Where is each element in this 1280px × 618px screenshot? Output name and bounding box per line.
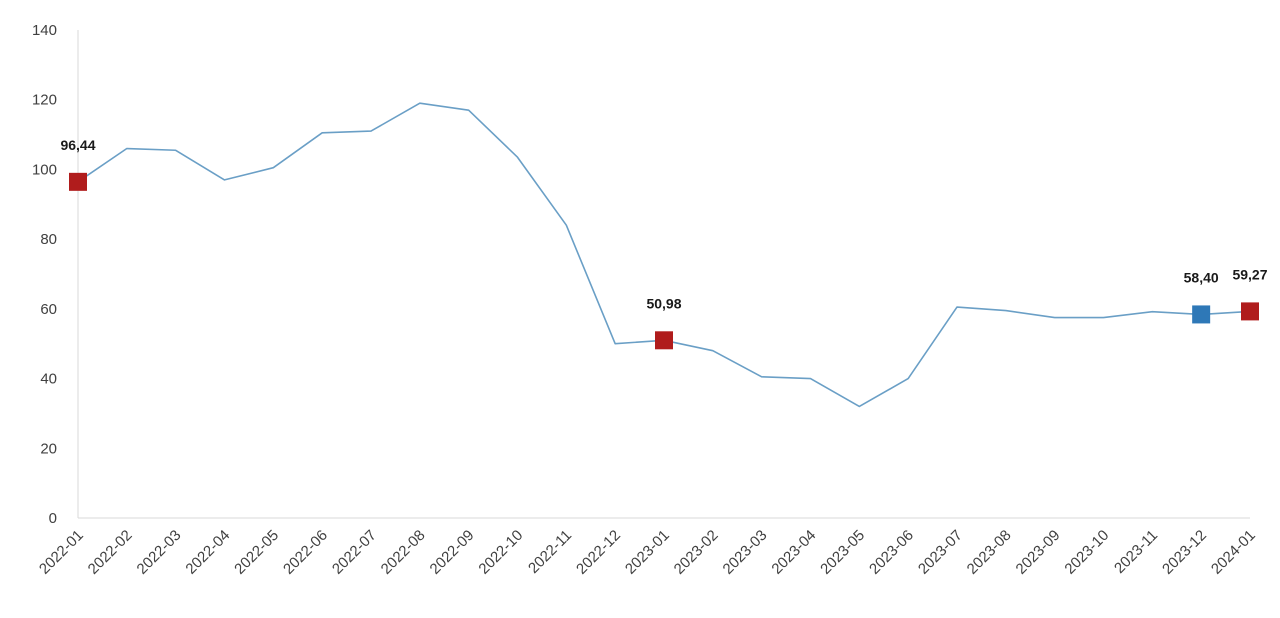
x-tick-label: 2023-09 xyxy=(1013,527,1064,578)
x-tick-label: 2023-04 xyxy=(768,527,819,578)
data-label: 58,40 xyxy=(1184,269,1219,285)
y-tick-label: 20 xyxy=(40,440,57,457)
x-tick-label: 2022-07 xyxy=(329,527,380,578)
x-tick-label: 2024-01 xyxy=(1208,527,1259,578)
y-tick-label: 120 xyxy=(32,92,57,109)
x-tick-label: 2023-05 xyxy=(817,527,868,578)
x-tick-label: 2022-09 xyxy=(427,527,478,578)
highlight-markers xyxy=(69,172,1259,350)
x-tick-label: 2023-12 xyxy=(1159,527,1210,578)
data-label: 59,27 xyxy=(1232,266,1267,282)
x-tick-label: 2022-02 xyxy=(85,527,136,578)
x-tick-label: 2022-05 xyxy=(231,527,282,578)
y-axis: 0 20 40 60 80 100 120 140 xyxy=(32,22,79,527)
highlight-marker xyxy=(1192,305,1211,324)
x-tick-label: 2023-08 xyxy=(964,527,1015,578)
data-label: 50,98 xyxy=(646,295,681,311)
x-tick-label: 2023-10 xyxy=(1061,527,1112,578)
x-tick-label: 2022-01 xyxy=(36,527,87,578)
x-tick-label: 2022-04 xyxy=(182,527,233,578)
highlight-marker xyxy=(655,331,673,350)
data-labels: 96,44 50,98 58,40 59,27 xyxy=(60,137,1267,311)
x-tick-label: 2022-12 xyxy=(573,527,624,578)
x-tick-label: 2023-11 xyxy=(1111,527,1161,577)
x-tick-label: 2023-01 xyxy=(622,527,673,578)
y-tick-label: 100 xyxy=(32,161,57,178)
x-tick-label: 2023-06 xyxy=(866,527,917,578)
x-tick-label: 2022-08 xyxy=(378,527,429,578)
x-tick-label: 2023-03 xyxy=(720,527,771,578)
series-line xyxy=(77,102,1251,408)
y-tick-label: 80 xyxy=(40,231,57,248)
x-tick-label: 2022-11 xyxy=(525,527,575,577)
x-tick-label: 2022-03 xyxy=(134,527,185,578)
y-tick-label: 40 xyxy=(40,371,57,388)
x-tick-label: 2022-10 xyxy=(475,527,526,578)
highlight-marker xyxy=(69,172,87,191)
y-tick-label: 60 xyxy=(40,301,57,318)
x-axis: 2022-012022-022022-032022-042022-052022-… xyxy=(36,517,1259,578)
y-tick-label: 140 xyxy=(32,22,57,39)
highlight-marker xyxy=(1241,302,1259,321)
data-label: 96,44 xyxy=(60,137,95,153)
series-layer xyxy=(77,102,1251,408)
x-tick-label: 2023-07 xyxy=(915,527,966,578)
y-tick-label: 0 xyxy=(49,510,57,527)
x-tick-label: 2022-06 xyxy=(280,527,331,578)
x-tick-label: 2023-02 xyxy=(671,527,722,578)
